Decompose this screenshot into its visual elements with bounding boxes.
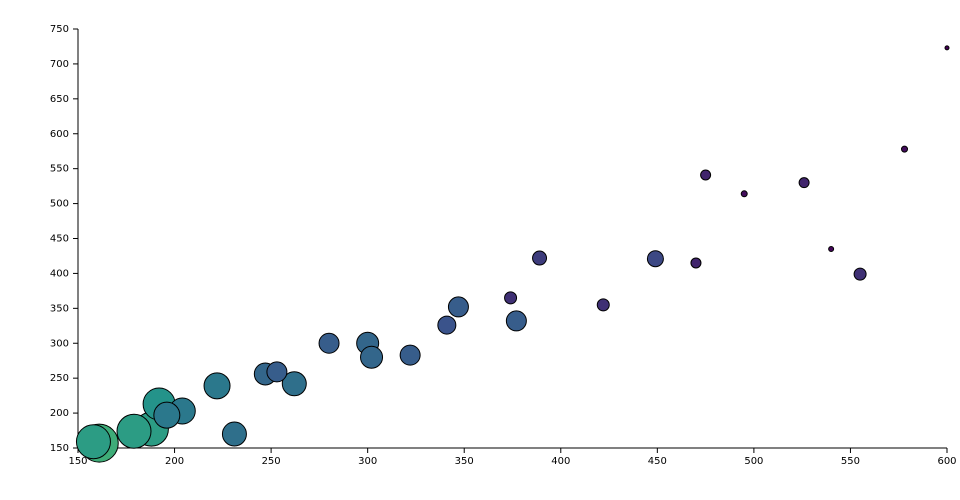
y-tick-label: 700 [50, 59, 69, 70]
bubble [944, 45, 950, 51]
x-tick-label: 400 [551, 456, 570, 467]
x-tick-label: 550 [841, 456, 860, 467]
bubble [505, 310, 527, 332]
x-tick-label: 450 [648, 456, 667, 467]
y-tick-label: 250 [50, 373, 69, 384]
bubble [281, 371, 307, 397]
y-tick-label: 150 [50, 443, 69, 454]
x-tick-label: 150 [68, 456, 87, 467]
bubble [153, 401, 181, 429]
x-tick-label: 200 [165, 456, 184, 467]
y-tick-label: 300 [50, 338, 69, 349]
y-tick-label: 500 [50, 199, 69, 210]
bubble [203, 372, 231, 400]
bubble [798, 177, 810, 189]
x-tick-label: 350 [455, 456, 474, 467]
bubble [116, 413, 152, 449]
x-tick-label: 500 [744, 456, 763, 467]
bubble [360, 345, 384, 369]
bubble [740, 190, 748, 198]
bubble [399, 344, 421, 366]
bubble [700, 169, 712, 181]
bubble [447, 296, 469, 318]
bubble [532, 250, 548, 266]
bubble [437, 315, 457, 335]
y-tick-label: 650 [50, 94, 69, 105]
y-tick-label: 200 [50, 408, 69, 419]
y-tick-label: 400 [50, 268, 69, 279]
bubble [504, 291, 518, 305]
x-tick-label: 300 [358, 456, 377, 467]
bubble [853, 267, 867, 281]
bubble [221, 421, 247, 447]
bubble [690, 257, 702, 269]
y-tick-label: 600 [50, 129, 69, 140]
x-tick-label: 250 [262, 456, 281, 467]
y-tick-label: 450 [50, 234, 69, 245]
y-tick-label: 350 [50, 303, 69, 314]
x-tick-label: 600 [937, 456, 956, 467]
y-tick-label: 750 [50, 24, 69, 35]
bubble [318, 332, 340, 354]
bubble [596, 298, 610, 312]
bubble [901, 145, 909, 153]
bubble [75, 424, 111, 460]
y-tick-label: 550 [50, 164, 69, 175]
bubble [646, 250, 664, 268]
bubble [266, 361, 288, 383]
bubble [828, 245, 835, 252]
